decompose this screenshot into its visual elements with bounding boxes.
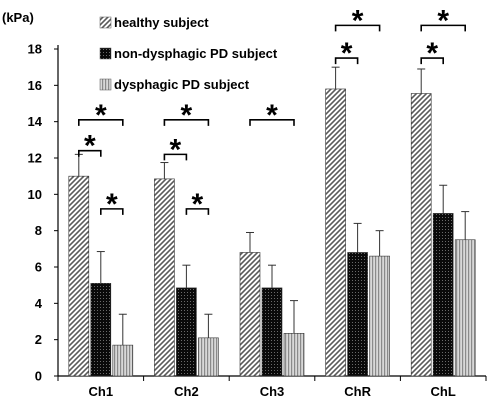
bar bbox=[369, 255, 390, 377]
bar bbox=[112, 344, 134, 377]
significance-bracket bbox=[78, 149, 102, 157]
bar bbox=[176, 287, 197, 377]
significance-annotations: *********** bbox=[78, 4, 466, 221]
significance-bracket bbox=[163, 153, 188, 161]
legend-label: healthy subject bbox=[114, 15, 209, 30]
y-tick-label: 0 bbox=[35, 369, 42, 384]
significance-star: * bbox=[192, 188, 204, 221]
bar bbox=[410, 93, 432, 377]
significance-bracket bbox=[420, 57, 444, 65]
significance-star: * bbox=[437, 4, 449, 37]
y-axis-unit: (kPa) bbox=[2, 10, 34, 25]
significance-star: * bbox=[84, 130, 96, 163]
x-tick-label: Ch2 bbox=[174, 384, 199, 399]
significance-bracket bbox=[334, 24, 381, 32]
significance-bracket bbox=[249, 119, 295, 126]
bar bbox=[432, 213, 454, 377]
y-tick-label: 14 bbox=[28, 114, 43, 129]
legend-swatch bbox=[99, 16, 112, 29]
bars bbox=[68, 88, 476, 377]
significance-star: * bbox=[106, 188, 118, 221]
bar bbox=[239, 252, 261, 377]
bar bbox=[347, 252, 368, 377]
bar bbox=[68, 175, 90, 377]
x-tick-label: ChL bbox=[431, 384, 456, 399]
significance-bracket bbox=[420, 24, 466, 32]
bar bbox=[325, 88, 346, 377]
x-tick-label: ChR bbox=[344, 384, 371, 399]
significance-bracket bbox=[334, 57, 359, 65]
significance-star: * bbox=[170, 133, 182, 166]
axes: 0 2 4 6 8 10 12 14 16 18 Ch1 Ch2 Ch3 ChR ChL bbox=[28, 42, 487, 399]
significance-star: * bbox=[426, 37, 438, 70]
significance-star: * bbox=[181, 99, 193, 132]
bar bbox=[454, 239, 476, 377]
y-tick-label: 2 bbox=[35, 332, 42, 347]
significance-bracket bbox=[78, 119, 124, 126]
y-tick-label: 4 bbox=[35, 296, 43, 311]
bar bbox=[154, 178, 175, 377]
significance-bracket bbox=[185, 208, 210, 215]
significance-star: * bbox=[341, 37, 353, 70]
legend-label: non-dysphagic PD subject bbox=[114, 46, 278, 61]
x-tick-label: Ch3 bbox=[260, 384, 285, 399]
legend-swatch bbox=[99, 47, 112, 60]
bar bbox=[283, 333, 305, 377]
legend-label: dysphagic PD subject bbox=[114, 77, 250, 92]
significance-bracket bbox=[100, 208, 124, 215]
bar bbox=[261, 287, 283, 377]
bar bbox=[198, 337, 219, 377]
y-tick-label: 16 bbox=[28, 78, 42, 93]
y-tick-label: 10 bbox=[28, 187, 42, 202]
legend-swatch bbox=[99, 78, 112, 91]
y-tick-label: 12 bbox=[28, 151, 42, 166]
significance-bracket bbox=[163, 119, 210, 126]
y-tick-label: 18 bbox=[28, 42, 42, 57]
y-tick-label: 8 bbox=[35, 223, 42, 238]
significance-star: * bbox=[95, 99, 107, 132]
significance-star: * bbox=[352, 4, 364, 37]
legend: healthy subject non-dysphagic PD subject d… bbox=[99, 15, 278, 92]
bar bbox=[90, 283, 112, 377]
significance-star: * bbox=[266, 99, 278, 132]
x-tick-label: Ch1 bbox=[89, 384, 114, 399]
y-tick-label: 6 bbox=[35, 260, 42, 275]
